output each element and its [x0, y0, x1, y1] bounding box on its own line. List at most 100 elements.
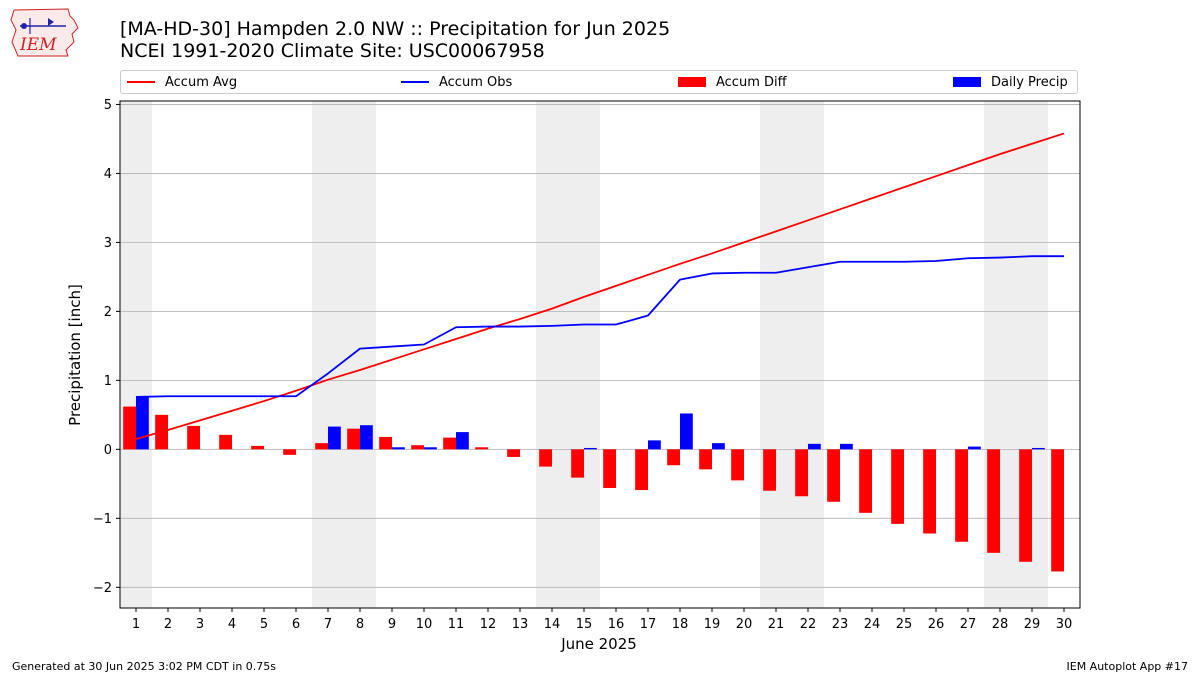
bar-accum-diff: [827, 449, 840, 502]
ytick-label: 5: [104, 98, 112, 113]
legend-item-accum-avg: Accum Avg: [127, 71, 237, 93]
ytick-label: −1: [93, 512, 112, 527]
bar-daily-precip: [360, 425, 373, 450]
bar-accum-diff: [891, 449, 904, 524]
footer-generated-text: Generated at 30 Jun 2025 3:02 PM CDT in …: [12, 660, 277, 673]
legend-swatch-accum-obs: [401, 81, 429, 83]
bar-accum-diff: [123, 406, 136, 450]
x-axis-label: June 2025: [560, 635, 637, 653]
bar-accum-diff: [411, 445, 424, 450]
legend-label-daily-precip: Daily Precip: [991, 74, 1068, 90]
xtick-label: 6: [292, 617, 300, 632]
x-axis-ticks: 1 2 3 4 5 6 7 8 9 10 11 12 13 14 15 16 17 18 19 20 21 22 23 24 2…: [132, 608, 1072, 632]
xtick-label: 17: [640, 617, 657, 632]
line-accum-avg: [135, 132, 1065, 440]
xtick-label: 14: [544, 617, 561, 632]
xtick-label: 1: [132, 617, 140, 632]
legend-swatch-accum-avg: [127, 81, 155, 83]
xtick-label: 18: [672, 617, 689, 632]
xtick-label: 25: [896, 617, 913, 632]
ytick-label: 1: [104, 374, 112, 389]
line-accum-obs: [135, 255, 1064, 398]
xtick-label: 23: [832, 617, 849, 632]
weekend-band-2: [536, 101, 600, 608]
bar-accum-diff: [283, 449, 296, 455]
xtick-label: 21: [768, 617, 785, 632]
ytick-label: 2: [104, 305, 112, 320]
y-axis-ticks: −2 −1 0 1 2 3 4 5: [93, 98, 120, 596]
xtick-label: 13: [512, 617, 529, 632]
legend-swatch-daily-precip: [953, 77, 981, 87]
xtick-label: 5: [260, 617, 268, 632]
xtick-label: 24: [864, 617, 881, 632]
xtick-label: 22: [800, 617, 817, 632]
bar-accum-diff: [187, 425, 200, 450]
weekend-shading: [120, 101, 1048, 608]
bar-daily-precip: [456, 432, 469, 450]
xtick-label: 16: [608, 617, 625, 632]
bar-accum-diff: [923, 449, 936, 534]
ytick-label: 4: [104, 167, 112, 182]
bar-accum-diff: [571, 449, 584, 478]
ytick-label: 3: [104, 236, 112, 251]
legend-item-accum-obs: Accum Obs: [401, 71, 512, 93]
bar-daily-precip: [584, 447, 597, 450]
bar-accum-diff: [219, 434, 232, 450]
bar-series: [123, 396, 1064, 572]
xtick-label: 8: [356, 617, 364, 632]
xtick-label: 11: [448, 617, 465, 632]
bar-accum-diff: [347, 428, 360, 450]
legend-item-accum-diff: Accum Diff: [678, 71, 787, 93]
xtick-label: 30: [1056, 617, 1073, 632]
bar-accum-diff: [539, 449, 552, 467]
ytick-label: −2: [93, 581, 112, 596]
bar-accum-diff: [1051, 449, 1064, 572]
bar-accum-diff: [987, 449, 1000, 553]
bar-accum-diff: [475, 447, 488, 450]
xtick-label: 9: [388, 617, 396, 632]
bar-accum-diff: [667, 449, 680, 466]
weekend-band-1: [312, 101, 376, 608]
xtick-label: 28: [992, 617, 1009, 632]
chart-subtitle: NCEI 1991-2020 Climate Site: USC00067958: [120, 40, 545, 62]
bar-daily-precip: [968, 446, 981, 450]
bar-accum-diff: [699, 449, 712, 470]
bar-accum-diff: [731, 449, 744, 481]
bar-daily-precip: [392, 447, 405, 450]
bar-accum-diff: [251, 445, 264, 450]
xtick-label: 20: [736, 617, 753, 632]
iem-logo-icon: IEM: [10, 8, 79, 57]
bar-accum-diff: [763, 449, 776, 491]
bar-daily-precip: [808, 443, 821, 450]
line-series: [135, 132, 1065, 440]
xtick-label: 4: [228, 617, 236, 632]
bar-daily-precip: [680, 413, 693, 450]
xtick-label: 7: [324, 617, 332, 632]
bar-accum-diff: [859, 449, 872, 513]
bar-accum-diff: [315, 443, 328, 450]
legend-swatch-accum-diff: [678, 77, 706, 87]
logo-text: IEM: [19, 35, 57, 55]
bar-accum-diff: [795, 449, 808, 497]
xtick-label: 27: [960, 617, 977, 632]
bar-daily-precip: [840, 443, 853, 450]
bar-accum-diff: [443, 437, 456, 450]
legend-label-accum-diff: Accum Diff: [716, 74, 787, 90]
bar-daily-precip: [136, 396, 149, 450]
xtick-label: 15: [576, 617, 593, 632]
y-axis-label: Precipitation [inch]: [66, 284, 84, 426]
legend-item-daily-precip: Daily Precip: [953, 71, 1068, 93]
bar-daily-precip: [328, 426, 341, 450]
bar-accum-diff: [635, 449, 648, 491]
bar-accum-diff: [379, 436, 392, 450]
bar-accum-diff: [603, 449, 616, 488]
xtick-label: 26: [928, 617, 945, 632]
y-gridlines: [120, 104, 1080, 588]
bar-accum-diff: [507, 449, 520, 457]
xtick-label: 10: [416, 617, 433, 632]
bar-accum-diff: [1019, 449, 1032, 562]
footer-app-text: IEM Autoplot App #17: [1066, 660, 1189, 673]
plot-frame: [119, 100, 1081, 609]
legend-label-accum-avg: Accum Avg: [165, 74, 238, 90]
